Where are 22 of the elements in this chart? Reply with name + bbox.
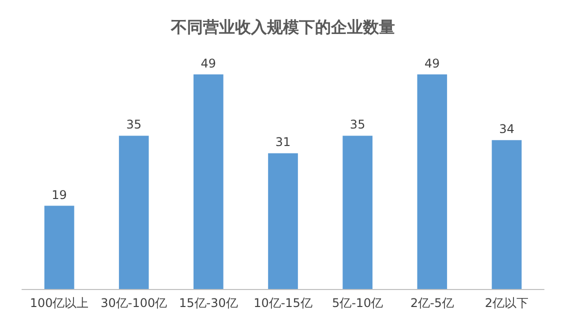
x-tick-label: 30亿-100亿 xyxy=(100,296,168,310)
chart-title: 不同营业收入规模下的企业数量 xyxy=(170,18,395,36)
bar xyxy=(417,74,448,289)
data-label: 19 xyxy=(52,188,67,202)
x-tick-label: 5亿-10亿 xyxy=(332,296,384,310)
x-tick-label: 10亿-15亿 xyxy=(254,296,312,310)
bar xyxy=(118,136,149,289)
x-tick-label: 100亿以上 xyxy=(30,296,89,310)
bar xyxy=(44,206,74,289)
data-label: 49 xyxy=(200,56,216,70)
bar xyxy=(342,136,372,289)
bar xyxy=(268,153,298,289)
x-tick-label: 2亿-5亿 xyxy=(410,296,454,310)
data-label: 34 xyxy=(499,122,514,136)
x-tick-label: 15亿-30亿 xyxy=(178,296,238,310)
bar xyxy=(194,74,224,289)
data-label: 49 xyxy=(424,56,440,70)
data-label: 31 xyxy=(275,135,291,150)
x-tick-label: 2亿以下 xyxy=(484,296,529,310)
data-label: 35 xyxy=(350,118,366,132)
bar xyxy=(492,140,522,289)
data-label: 35 xyxy=(126,118,142,132)
